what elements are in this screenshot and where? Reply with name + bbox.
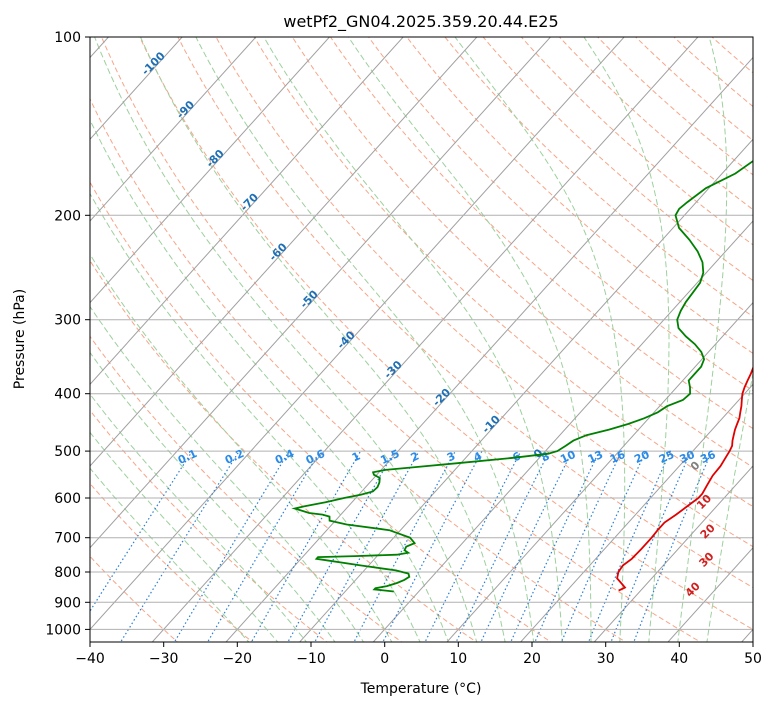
- y-tick-label: 900: [54, 595, 81, 611]
- isotherm: [90, 37, 625, 631]
- x-tick-label: 20: [523, 651, 541, 667]
- dry-adiabat: [482, 37, 753, 282]
- dry-adiabat: [177, 37, 753, 589]
- moist-adiabat: [677, 37, 728, 642]
- mixing-ratio-label: 10: [558, 448, 578, 466]
- moist-adiabat: [454, 37, 626, 642]
- mixing-ratio-line: [510, 450, 600, 642]
- x-tick-label: −20: [223, 651, 253, 667]
- y-tick-label: 700: [54, 531, 81, 547]
- mixing-ratio-label: 36: [698, 448, 718, 466]
- chart-title: wetPf2_GN04.2025.359.20.44.E25: [283, 12, 558, 32]
- moist-adiabat: [94, 37, 478, 642]
- isotherm: [90, 37, 257, 222]
- x-tick-label: −30: [149, 651, 179, 667]
- mixing-ratio-line: [353, 450, 456, 642]
- mixing-ratio-label: 20: [632, 448, 652, 466]
- moist-adiabat: [90, 253, 393, 642]
- x-tick-label: 0: [380, 651, 389, 667]
- x-tick-label: 10: [449, 651, 467, 667]
- mixing-ratio-label: 13: [586, 448, 605, 466]
- moist-adiabat: [263, 37, 563, 642]
- temperature-profile: [616, 365, 753, 592]
- y-tick-label: 500: [54, 444, 81, 460]
- x-tick-label: 40: [670, 651, 688, 667]
- pressure-gridlines: [90, 37, 753, 630]
- x-tick-label: 30: [597, 651, 615, 667]
- y-axis: 100 200 300 400 500 600 700 800 900 1000: [45, 30, 90, 638]
- x-axis: −40 −30 −20 −10 0 10 20 30 40 50: [75, 642, 762, 667]
- dry-adiabat: [329, 37, 753, 430]
- mixing-ratio-line: [382, 450, 483, 642]
- y-tick-label: 600: [54, 491, 81, 507]
- x-axis-label: Temperature (°C): [360, 681, 482, 697]
- moist-adiabat: [90, 305, 365, 642]
- moist-adiabat: [583, 37, 670, 642]
- y-tick-label: 1000: [45, 622, 81, 638]
- isotherm: [151, 37, 699, 642]
- x-tick-label: 50: [744, 651, 762, 667]
- dry-adiabat: [90, 335, 403, 642]
- mixing-ratio-line: [610, 450, 692, 642]
- isotherm: [519, 383, 753, 642]
- y-axis-label: Pressure (hPa): [12, 289, 28, 389]
- mixing-ratio-label: 16: [608, 448, 628, 466]
- mixing-ratio-line: [90, 450, 193, 613]
- isotherm: [298, 138, 753, 642]
- moist-adiabat: [90, 467, 250, 642]
- isotherm: [90, 37, 552, 549]
- isotherm: [90, 37, 183, 140]
- plot-area: [90, 37, 753, 642]
- moist-adiabat: [90, 431, 279, 642]
- isotherm: [593, 465, 753, 642]
- mixing-ratio-line: [480, 450, 573, 642]
- mixing-ratio-label: 30: [678, 448, 698, 466]
- dewpoint-profile: [291, 159, 753, 593]
- plot-frame: [89, 36, 754, 643]
- isotherm: [225, 56, 753, 642]
- mixing-ratio-line: [206, 450, 321, 642]
- y-tick-label: 200: [54, 208, 81, 224]
- x-tick-label: −40: [75, 651, 105, 667]
- mixing-ratio-line: [633, 450, 713, 642]
- mixing-ratio-line: [587, 450, 671, 642]
- y-tick-label: 100: [54, 30, 81, 46]
- x-tick-label: −10: [296, 651, 326, 667]
- mixing-ratio-label: 25: [657, 448, 676, 466]
- isotherm: [446, 301, 753, 642]
- y-tick-label: 400: [54, 387, 81, 403]
- dry-adiabat: [253, 37, 753, 508]
- y-tick-label: 800: [54, 565, 81, 581]
- dry-adiabat: [215, 37, 753, 548]
- sounding-profiles: [291, 159, 753, 593]
- isotherm: [372, 220, 753, 642]
- isotherm: [90, 37, 404, 386]
- moist-adiabat: [706, 370, 753, 642]
- dry-adiabat: [367, 37, 753, 392]
- moist-adiabat: [139, 37, 506, 642]
- isotherm: [90, 37, 478, 467]
- mixing-ratio-line: [119, 450, 240, 642]
- y-tick-label: 300: [54, 313, 81, 329]
- isotherm: [90, 37, 331, 304]
